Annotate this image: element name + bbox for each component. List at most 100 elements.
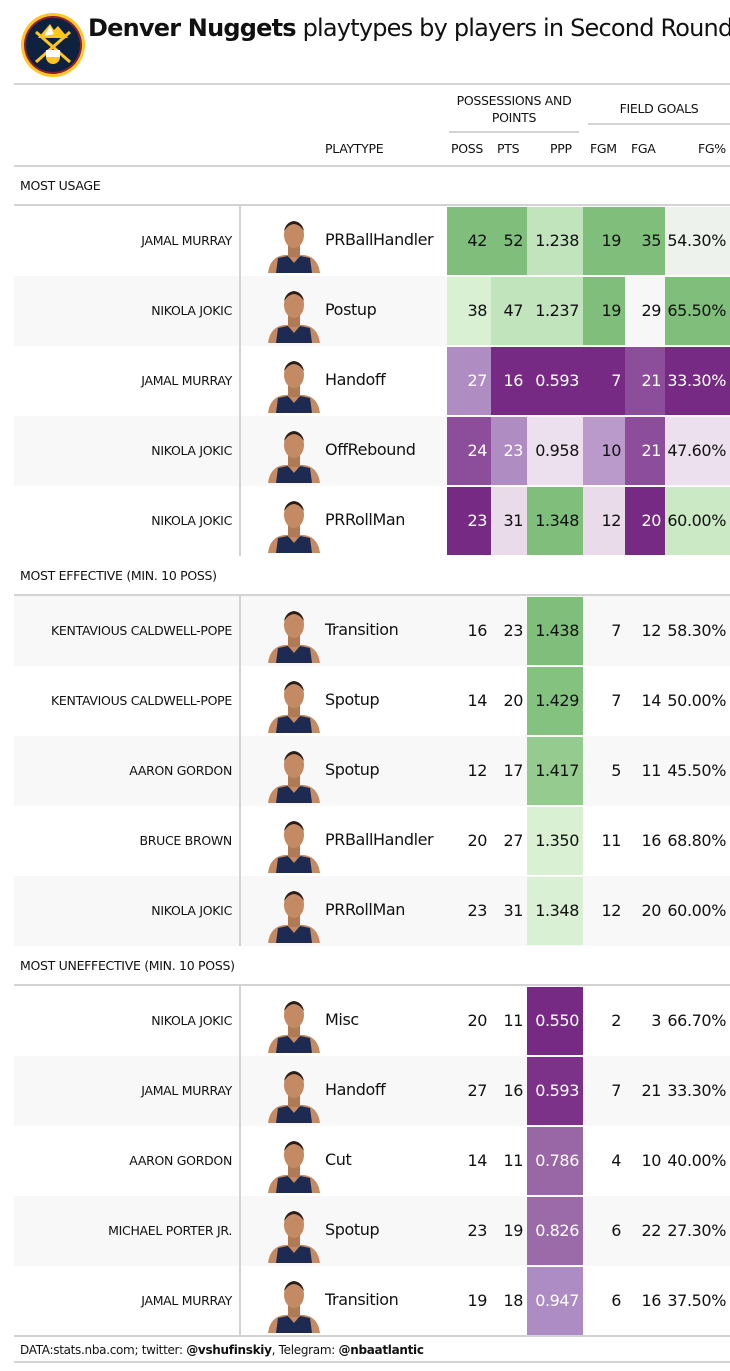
divider <box>14 984 730 986</box>
cell-poss: 38 <box>447 277 491 345</box>
cell-fgm: 10 <box>583 417 625 485</box>
table-row: BRUCE BROWN PRBallHandler 20 27 1.350 11 16 68… <box>14 806 730 876</box>
cell-fga: 20 <box>641 901 661 920</box>
cell-pts: 16 <box>503 1081 523 1100</box>
col-pts: PTS <box>497 141 520 156</box>
player-name: NIKOLA JOKIC <box>151 1013 232 1028</box>
cell-fgp: 50.00% <box>667 691 726 710</box>
table-row: JAMAL MURRAY Handoff 27 16 0.593 7 21 33.30% <box>14 1056 730 1126</box>
player-photo <box>268 821 320 873</box>
section-label: MOST USAGE <box>20 178 101 193</box>
cell-ppp: 0.593 <box>527 1057 583 1125</box>
cell-fga: 16 <box>641 831 661 850</box>
player-photo <box>268 501 320 553</box>
cell-fgp: 45.50% <box>667 761 726 780</box>
player-name: KENTAVIOUS CALDWELL-POPE <box>51 693 232 708</box>
player-photo <box>268 291 320 343</box>
playtype: PRRollMan <box>325 900 405 919</box>
cell-fga: 11 <box>641 761 661 780</box>
cell-fgm: 7 <box>583 347 625 415</box>
player-name: NIKOLA JOKIC <box>151 443 232 458</box>
table-row: JAMAL MURRAY Transition 19 18 0.947 6 16 37.50… <box>14 1266 730 1336</box>
player-photo <box>268 431 320 483</box>
player-name: AARON GORDON <box>129 763 232 778</box>
table-row: JAMAL MURRAY Handoff 27 16 0.593 7 21 33.30% <box>14 346 730 416</box>
cell-ppp: 1.438 <box>527 597 583 665</box>
player-photo <box>268 1001 320 1053</box>
column-divider <box>239 276 241 346</box>
col-ppp: PPP <box>550 141 572 156</box>
col-fgm: FGM <box>590 141 617 156</box>
cell-fgp: 58.30% <box>667 621 726 640</box>
player-photo <box>268 751 320 803</box>
player-name: JAMAL MURRAY <box>141 1293 232 1308</box>
table-row: NIKOLA JOKIC PRRollMan 23 31 1.348 12 20 60.00… <box>14 486 730 556</box>
cell-poss: 14 <box>467 691 487 710</box>
cell-fgp: 66.70% <box>667 1011 726 1030</box>
player-photo <box>268 681 320 733</box>
cell-fgp: 65.50% <box>665 277 730 345</box>
column-divider <box>239 736 241 806</box>
cell-fgm: 7 <box>611 691 621 710</box>
col-fga: FGA <box>631 141 656 156</box>
playtype: Spotup <box>325 690 380 709</box>
cell-fga: 3 <box>651 1011 661 1030</box>
cell-fga: 21 <box>641 1081 661 1100</box>
playtype: Handoff <box>325 1080 386 1099</box>
cell-ppp: 1.238 <box>527 207 583 275</box>
cell-pts: 23 <box>491 417 527 485</box>
column-divider <box>239 596 241 666</box>
player-name: MICHAEL PORTER JR. <box>108 1223 232 1238</box>
cell-pts: 27 <box>503 831 523 850</box>
playtype: Transition <box>325 620 399 639</box>
player-name: NIKOLA JOKIC <box>151 513 232 528</box>
playtype: Misc <box>325 1010 359 1029</box>
cell-poss: 27 <box>467 1081 487 1100</box>
player-name: NIKOLA JOKIC <box>151 303 232 318</box>
cell-fga: 10 <box>641 1151 661 1170</box>
playtype: PRBallHandler <box>325 230 434 249</box>
playtype: Spotup <box>325 1220 380 1239</box>
divider <box>14 1361 730 1363</box>
player-name: JAMAL MURRAY <box>141 1083 232 1098</box>
cell-pts: 20 <box>503 691 523 710</box>
player-photo <box>268 1141 320 1193</box>
column-divider <box>239 486 241 556</box>
divider <box>14 1335 730 1337</box>
cell-ppp: 1.237 <box>527 277 583 345</box>
player-photo <box>268 221 320 273</box>
column-divider <box>239 1126 241 1196</box>
cell-ppp: 1.350 <box>527 807 583 875</box>
cell-pts: 18 <box>503 1291 523 1310</box>
player-name: JAMAL MURRAY <box>141 373 232 388</box>
player-photo <box>268 1071 320 1123</box>
column-divider <box>239 206 241 276</box>
player-name: JAMAL MURRAY <box>141 233 232 248</box>
cell-ppp: 1.429 <box>527 667 583 735</box>
group-underline <box>449 131 579 133</box>
cell-pts: 31 <box>491 487 527 555</box>
col-poss: POSS <box>451 141 484 156</box>
column-divider <box>239 876 241 946</box>
cell-fgm: 11 <box>601 831 621 850</box>
cell-poss: 19 <box>467 1291 487 1310</box>
divider <box>14 165 730 167</box>
cell-poss: 16 <box>467 621 487 640</box>
cell-fgp: 47.60% <box>665 417 730 485</box>
cell-fgp: 37.50% <box>667 1291 726 1310</box>
column-divider <box>239 1056 241 1126</box>
cell-poss: 23 <box>467 901 487 920</box>
cell-fga: 20 <box>625 487 665 555</box>
player-photo <box>268 611 320 663</box>
cell-fgm: 19 <box>583 277 625 345</box>
player-name: AARON GORDON <box>129 1153 232 1168</box>
playtype: Spotup <box>325 760 380 779</box>
playtype: PRRollMan <box>325 510 405 529</box>
cell-pts: 11 <box>503 1151 523 1170</box>
playtype: Postup <box>325 300 377 319</box>
table-row: MICHAEL PORTER JR. Spotup 23 19 0.826 6 22 27.… <box>14 1196 730 1266</box>
cell-ppp: 0.786 <box>527 1127 583 1195</box>
cell-poss: 24 <box>447 417 491 485</box>
playtype: Transition <box>325 1290 399 1309</box>
cell-fga: 29 <box>625 277 665 345</box>
